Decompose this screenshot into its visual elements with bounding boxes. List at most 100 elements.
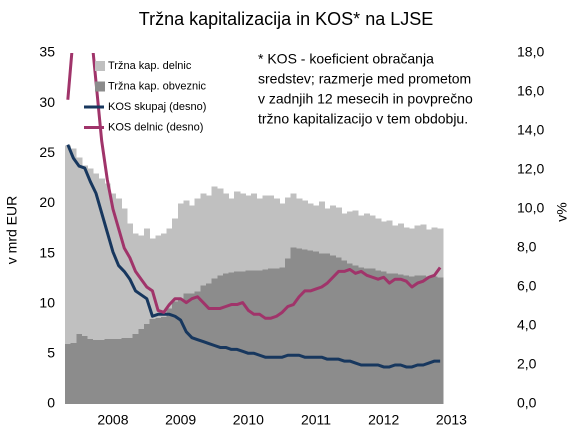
bar (397, 274, 404, 404)
bar (437, 277, 444, 404)
bar (392, 273, 399, 404)
bar (341, 213, 348, 261)
bar (313, 205, 320, 252)
bar (172, 301, 179, 404)
x-tick-label: 2011 (301, 412, 331, 428)
bar (87, 338, 94, 404)
bar (426, 229, 433, 277)
bar (183, 200, 190, 294)
bar (70, 342, 77, 404)
bar (307, 250, 314, 404)
bar (160, 316, 167, 404)
bar (81, 165, 88, 336)
bar (65, 343, 72, 404)
bar (245, 195, 252, 271)
bar (330, 255, 337, 404)
bar (177, 298, 184, 404)
x-tick-label: 2010 (233, 412, 264, 428)
bar (386, 273, 393, 404)
bar (375, 218, 382, 271)
bar (256, 270, 263, 404)
bar (363, 213, 371, 269)
bar (177, 203, 184, 299)
bar (160, 233, 167, 317)
y-tick-label: 25 (39, 144, 55, 160)
bar (330, 205, 337, 256)
bar (110, 193, 117, 339)
bar (420, 224, 427, 276)
y-tick-label: 5 (47, 345, 55, 361)
bar (149, 318, 156, 404)
bar (296, 198, 303, 249)
bar (200, 193, 207, 286)
bar (98, 178, 105, 340)
x-tick-label: 2012 (368, 412, 399, 428)
x-tick-label: 2013 (436, 412, 467, 428)
bar (194, 291, 201, 404)
bar (262, 269, 269, 404)
legend-swatch (95, 81, 105, 92)
bar (380, 271, 387, 404)
y-tick-label: 35 (39, 44, 55, 60)
bar (313, 251, 320, 404)
y2-tick-label: 8,0 (517, 239, 537, 255)
bar (420, 275, 427, 404)
bar (189, 205, 196, 294)
bar (301, 200, 308, 250)
bar (414, 225, 421, 276)
bar (211, 278, 218, 404)
bar (426, 276, 433, 404)
bar (392, 225, 399, 274)
bar (358, 267, 365, 404)
y2-tick-label: 6,0 (517, 278, 537, 294)
bar (268, 195, 275, 269)
bar (93, 339, 100, 404)
bar (217, 275, 224, 404)
bar (363, 268, 371, 404)
y2-axis-label: v% (554, 202, 570, 221)
label-layer: Tržna kapitalizacija in KOS* na LJSE v m… (4, 9, 570, 428)
bar (290, 193, 297, 248)
y2-tick-label: 12,0 (517, 161, 544, 177)
x-tick-label: 2009 (165, 412, 196, 428)
bar (296, 248, 303, 404)
chart-title: Tržna kapitalizacija in KOS* na LJSE (139, 9, 433, 29)
bar (104, 183, 111, 339)
bar (70, 148, 77, 343)
bar (409, 228, 416, 277)
bar (369, 268, 376, 404)
bar (81, 335, 88, 404)
bar (375, 270, 382, 404)
bar (239, 193, 246, 272)
bar (234, 191, 241, 272)
bar (65, 145, 72, 344)
bar (200, 285, 207, 404)
line-layer (66, 53, 442, 369)
bar (335, 207, 342, 258)
bar (110, 338, 117, 404)
bar (234, 271, 241, 404)
bar (132, 233, 139, 334)
y2-tick-label: 10,0 (517, 200, 544, 216)
annotation: tržno kapitalizacijo v tem obdobju. (258, 111, 468, 127)
bar (245, 270, 252, 404)
bar (352, 265, 359, 404)
bar (239, 271, 246, 404)
bar (155, 235, 162, 318)
bar (211, 186, 218, 279)
bar (256, 198, 263, 271)
bar (76, 157, 83, 334)
bar (222, 273, 229, 404)
bar (104, 338, 111, 404)
bar (166, 228, 173, 309)
bar-layer (65, 145, 444, 404)
bar (222, 193, 229, 274)
y2-tick-label: 0,0 (517, 395, 537, 411)
bar (414, 275, 421, 404)
annotation: * KOS - koeficient obračanja (258, 51, 434, 67)
bar (143, 323, 151, 404)
bar (431, 227, 438, 277)
bar (127, 337, 134, 404)
annotation: v zadnjih 12 mesecih in povprečno (258, 91, 473, 107)
